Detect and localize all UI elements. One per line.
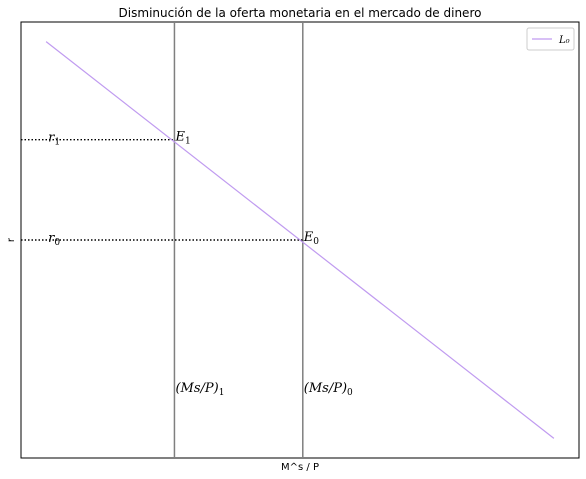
- demand-series-line-0: [45, 41, 555, 439]
- y-axis-label: r: [6, 237, 17, 242]
- legend-label: L₀: [558, 35, 570, 46]
- interest-rate-label-0: r1: [48, 131, 60, 148]
- money-supply-label-1: (Ms/P)0: [304, 381, 353, 398]
- chart-title: Disminución de la oferta monetaria en el…: [119, 6, 482, 20]
- money-supply-label-0: (Ms/P)1: [175, 381, 224, 398]
- x-axis-label: M^s / P: [281, 462, 319, 473]
- legend: L₀: [526, 27, 575, 51]
- equilibrium-label-1: E0: [303, 230, 320, 247]
- equilibrium-label-0: E1: [174, 130, 190, 147]
- interest-rate-label-1: r0: [48, 231, 60, 248]
